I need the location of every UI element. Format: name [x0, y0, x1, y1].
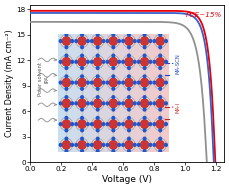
X-axis label: Voltage (V): Voltage (V): [101, 175, 151, 184]
Y-axis label: Current Density (mA cm⁻²): Current Density (mA cm⁻²): [5, 30, 14, 137]
Text: PCE~15%: PCE~15%: [185, 12, 221, 18]
